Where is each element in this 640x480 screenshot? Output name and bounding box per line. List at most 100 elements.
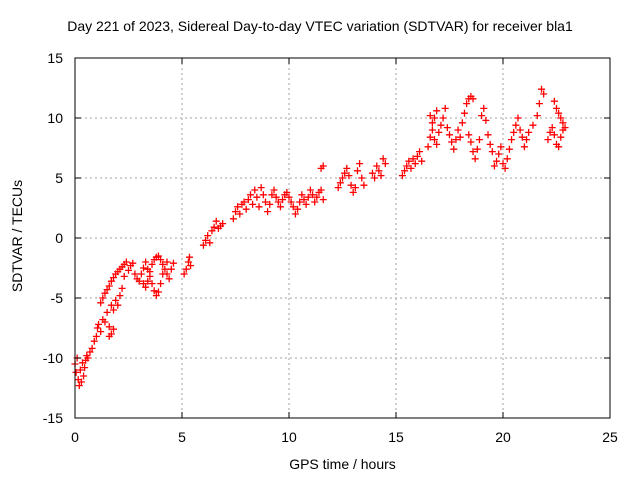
data-point: [488, 148, 496, 156]
y-tick-label: 15: [47, 50, 63, 66]
data-point: [377, 172, 385, 180]
data-point: [424, 143, 432, 151]
data-point: [154, 288, 162, 296]
data-point: [471, 155, 479, 163]
data-point: [512, 121, 520, 129]
data-point: [219, 220, 227, 228]
data-point: [448, 138, 456, 146]
data-point: [116, 292, 124, 300]
data-point: [431, 114, 439, 122]
data-point: [159, 260, 167, 268]
data-point: [185, 253, 193, 261]
data-point: [268, 191, 276, 199]
y-tick-label: -5: [51, 290, 64, 306]
y-tick-label: 10: [47, 110, 63, 126]
data-point: [523, 136, 531, 144]
data-point: [152, 292, 160, 300]
data-point: [375, 167, 383, 175]
data-point: [490, 162, 498, 170]
data-point: [540, 90, 548, 98]
data-point: [465, 131, 473, 139]
data-point: [232, 208, 239, 216]
x-tick-label: 25: [602, 429, 618, 445]
x-tick-label: 0: [71, 429, 79, 445]
data-point: [249, 200, 257, 208]
data-point: [210, 223, 218, 231]
data-point: [548, 124, 556, 132]
data-point: [306, 186, 314, 194]
data-point: [304, 193, 312, 201]
data-point: [76, 366, 84, 374]
data-point: [557, 114, 565, 122]
data-point: [148, 280, 156, 288]
data-point: [229, 215, 237, 223]
data-point: [373, 162, 381, 170]
data-point: [88, 344, 96, 352]
data-point: [482, 116, 490, 124]
data-point: [499, 160, 507, 168]
data-point: [81, 364, 89, 372]
data-point: [279, 196, 287, 204]
data-point: [135, 277, 143, 285]
data-point: [546, 128, 554, 136]
data-point: [452, 136, 460, 144]
x-tick-label: 15: [388, 429, 404, 445]
data-point: [493, 157, 501, 165]
data-point: [475, 136, 483, 144]
data-point: [296, 198, 304, 206]
data-point: [112, 296, 120, 304]
data-point: [460, 109, 468, 117]
data-point: [353, 167, 361, 175]
data-point: [285, 193, 293, 201]
data-point: [261, 198, 269, 206]
data-point: [202, 236, 210, 244]
data-point: [253, 193, 261, 201]
data-point: [529, 121, 537, 129]
data-point: [538, 85, 546, 93]
data-point: [157, 256, 165, 264]
data-point: [433, 140, 441, 148]
data-point: [255, 203, 263, 211]
data-point: [259, 191, 267, 199]
data-point: [533, 112, 541, 120]
data-point: [544, 136, 552, 144]
data-point: [347, 181, 355, 189]
data-point: [525, 128, 533, 136]
data-point: [426, 133, 434, 141]
data-point: [110, 325, 118, 333]
data-point: [107, 301, 115, 309]
data-point: [313, 193, 321, 201]
data-point: [97, 299, 105, 307]
data-point: [86, 348, 94, 356]
data-points-layer: [71, 85, 569, 390]
data-point: [264, 208, 272, 216]
data-point: [411, 160, 419, 168]
data-point: [450, 145, 458, 153]
data-point: [319, 162, 327, 170]
data-point: [514, 114, 522, 122]
data-point: [199, 241, 207, 249]
data-point: [139, 264, 147, 272]
data-point: [334, 184, 342, 192]
data-point: [103, 286, 111, 294]
data-point: [428, 119, 436, 127]
data-point: [103, 308, 111, 316]
data-point: [154, 252, 162, 260]
data-point: [146, 268, 154, 276]
y-tick-label: -10: [43, 350, 63, 366]
data-point: [501, 164, 509, 172]
data-point: [80, 372, 88, 380]
data-point: [505, 145, 513, 153]
data-point: [242, 205, 250, 213]
data-point: [110, 274, 118, 282]
data-point: [484, 131, 492, 139]
data-point: [555, 143, 563, 151]
data-point: [101, 318, 109, 326]
data-point: [283, 188, 291, 196]
x-tick-label: 10: [281, 429, 297, 445]
data-point: [161, 265, 169, 273]
data-point: [110, 306, 118, 314]
data-point: [251, 186, 259, 194]
data-point: [405, 157, 413, 165]
